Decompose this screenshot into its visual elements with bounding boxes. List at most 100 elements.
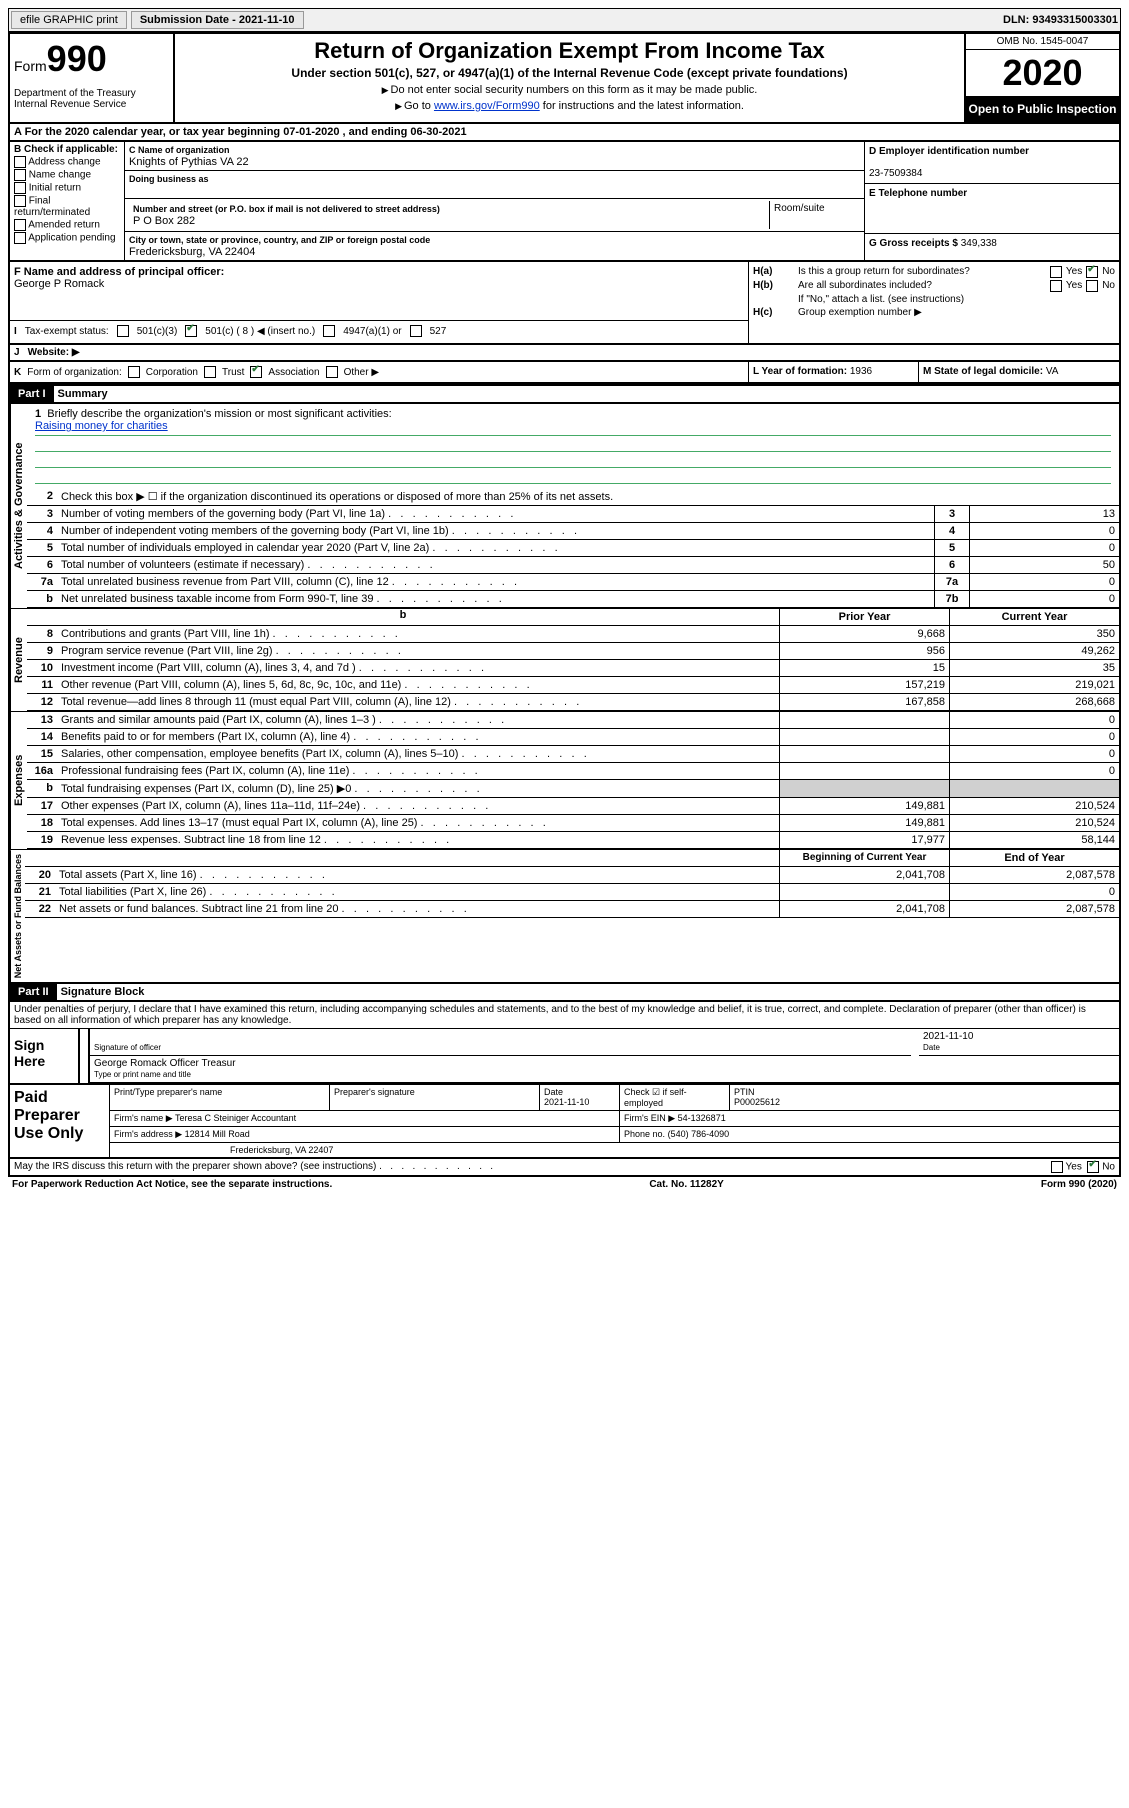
check-501c3[interactable] <box>117 325 129 337</box>
officer-label: F Name and address of principal officer: <box>14 266 224 278</box>
row-a-tax-period: A For the 2020 calendar year, or tax yea… <box>8 124 1121 142</box>
form-title: Return of Organization Exempt From Incom… <box>179 38 960 64</box>
prior-year-value <box>779 746 949 762</box>
check-501c[interactable] <box>185 325 197 337</box>
domicile-label: M State of legal domicile: <box>923 366 1043 377</box>
dln-label: DLN: 93493315003301 <box>1003 14 1118 26</box>
summary-row: Program service revenue (Part VIII, line… <box>57 643 779 659</box>
paperwork-notice: For Paperwork Reduction Act Notice, see … <box>12 1179 332 1190</box>
summary-row: Net assets or fund balances. Subtract li… <box>55 901 779 917</box>
current-year-value: 210,524 <box>949 798 1119 814</box>
type-name-caption: Type or print name and title <box>94 1070 191 1079</box>
check-assoc[interactable] <box>250 366 262 378</box>
firm-addr1: 12814 Mill Road <box>185 1129 250 1139</box>
summary-row: Investment income (Part VIII, column (A)… <box>57 660 779 676</box>
firm-ein-label: Firm's EIN ▶ <box>624 1113 675 1123</box>
summary-value: 0 <box>969 540 1119 556</box>
org-name: Knights of Pythias VA 22 <box>129 156 249 168</box>
hb-text: Are all subordinates included? <box>798 280 1050 292</box>
inspection-label: Open to Public Inspection <box>966 96 1119 122</box>
prior-year-value <box>779 884 949 900</box>
current-year-value: 0 <box>949 884 1119 900</box>
officer-name: George P Romack <box>14 278 104 290</box>
mission-text: Raising money for charities <box>35 420 168 432</box>
section-b-header: B Check if applicable: <box>14 144 118 155</box>
section-b-checkboxes: B Check if applicable: Address change Na… <box>10 142 125 260</box>
hb-note: If "No," attach a list. (see instruction… <box>798 294 1115 305</box>
firm-name: Teresa C Steiniger Accountant <box>175 1113 296 1123</box>
year-formation-label: L Year of formation: <box>753 366 847 377</box>
current-year-value: 0 <box>949 712 1119 728</box>
check-corp[interactable] <box>128 366 140 378</box>
summary-value: 0 <box>969 591 1119 607</box>
current-year-value <box>949 780 1119 797</box>
ha-yes[interactable] <box>1050 266 1062 278</box>
col-begin-year: Beginning of Current Year <box>779 850 949 866</box>
hb-no[interactable] <box>1086 280 1098 292</box>
ptin-value: P00025612 <box>734 1097 780 1107</box>
part2-header: Part II <box>10 984 57 1000</box>
prior-year-value: 956 <box>779 643 949 659</box>
form-org-label: Form of organization: <box>27 367 122 378</box>
sign-here-label: Sign Here <box>10 1029 80 1083</box>
tab-governance: Activities & Governance <box>10 404 27 608</box>
prior-year-value <box>779 712 949 728</box>
check-initial-return[interactable] <box>14 182 26 194</box>
current-year-value: 35 <box>949 660 1119 676</box>
check-final-return[interactable] <box>14 195 26 207</box>
check-527[interactable] <box>410 325 422 337</box>
summary-row: Number of voting members of the governin… <box>57 506 934 522</box>
summary-row: Total liabilities (Part X, line 26) <box>55 884 779 900</box>
col-current-year: Current Year <box>949 609 1119 625</box>
prior-year-value: 15 <box>779 660 949 676</box>
prep-sig-label: Preparer's signature <box>330 1085 540 1110</box>
org-name-label: C Name of organization <box>129 145 230 155</box>
summary-row: Total assets (Part X, line 16) <box>55 867 779 883</box>
q1-text: Briefly describe the organization's miss… <box>47 408 391 420</box>
goto-post: for instructions and the latest informat… <box>540 100 744 112</box>
summary-row: Benefits paid to or for members (Part IX… <box>57 729 779 745</box>
goto-pre: Go to <box>404 100 434 112</box>
submission-date-button[interactable]: Submission Date - 2021-11-10 <box>131 11 304 29</box>
irs-link[interactable]: www.irs.gov/Form990 <box>434 100 540 112</box>
form-subtitle: Under section 501(c), 527, or 4947(a)(1)… <box>179 66 960 80</box>
part2-title: Signature Block <box>57 984 149 1000</box>
check-pending[interactable] <box>14 232 26 244</box>
form-header: Form990 Department of the Treasury Inter… <box>8 32 1121 124</box>
website-j: J <box>14 347 20 358</box>
ha-label: H(a) <box>753 266 798 278</box>
k-label: K <box>14 367 21 378</box>
discuss-no[interactable] <box>1087 1161 1099 1173</box>
check-4947[interactable] <box>323 325 335 337</box>
form-label: Form <box>14 58 47 74</box>
hb-label: H(b) <box>753 280 798 292</box>
check-other[interactable] <box>326 366 338 378</box>
discuss-yes[interactable] <box>1051 1161 1063 1173</box>
paid-preparer-label: Paid Preparer Use Only <box>10 1085 110 1157</box>
ha-no[interactable] <box>1086 266 1098 278</box>
check-name-change[interactable] <box>14 169 26 181</box>
prior-year-value: 149,881 <box>779 798 949 814</box>
gross-receipts-label: G Gross receipts $ <box>869 238 958 249</box>
prior-year-value: 167,858 <box>779 694 949 710</box>
current-year-value: 219,021 <box>949 677 1119 693</box>
tax-status-i: I <box>14 326 17 337</box>
check-address-change[interactable] <box>14 156 26 168</box>
city-label: City or town, state or province, country… <box>129 235 430 245</box>
prior-year-value: 2,041,708 <box>779 867 949 883</box>
officer-printed-name: George Romack Officer Treasur <box>94 1058 236 1069</box>
hc-text: Group exemption number ▶ <box>798 307 1115 318</box>
efile-print-button[interactable]: efile GRAPHIC print <box>11 11 127 29</box>
check-trust[interactable] <box>204 366 216 378</box>
prior-year-value: 9,668 <box>779 626 949 642</box>
hb-yes[interactable] <box>1050 280 1062 292</box>
prior-year-value: 2,041,708 <box>779 901 949 917</box>
irs-discuss-text: May the IRS discuss this return with the… <box>14 1161 493 1173</box>
self-employed-check: Check ☑ if self-employed <box>620 1085 730 1110</box>
year-formation: 1936 <box>850 366 872 377</box>
check-amended[interactable] <box>14 219 26 231</box>
perjury-declaration: Under penalties of perjury, I declare th… <box>10 1002 1119 1028</box>
prior-year-value <box>779 729 949 745</box>
summary-row: Net unrelated business taxable income fr… <box>57 591 934 607</box>
omb-number: OMB No. 1545-0047 <box>966 34 1119 50</box>
